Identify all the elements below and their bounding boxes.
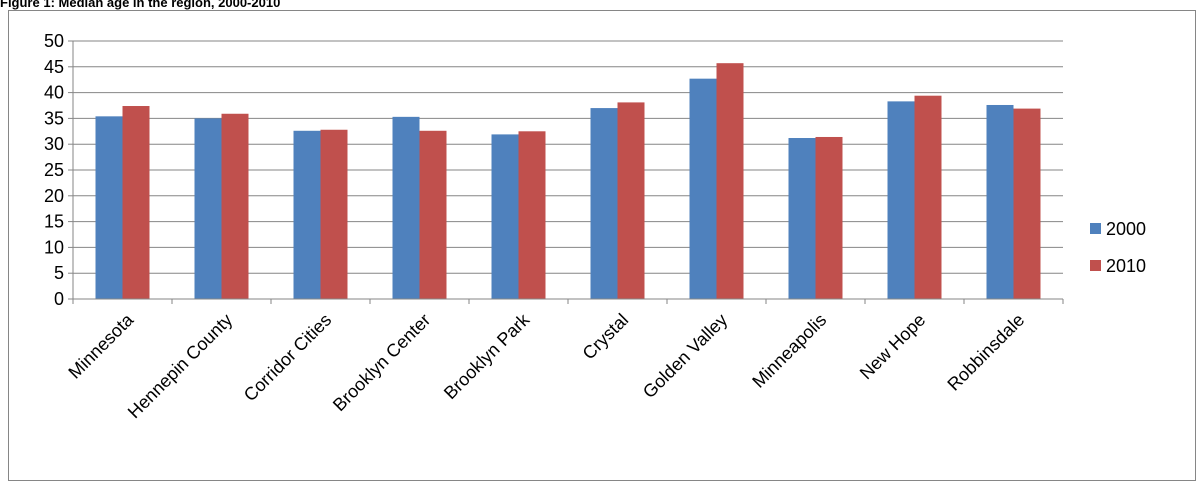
chart-frame: 0 5 10 15 20 25 30 35 40 45 50 Minnesota Hennepin Co…	[8, 10, 1196, 481]
x-category-label: Minnesota	[64, 309, 138, 383]
axes	[68, 40, 1064, 304]
bar-2010-brooklyn-center	[419, 130, 447, 299]
bar-2010-golden-valley	[716, 63, 744, 299]
x-category-label: Minneapolis	[748, 310, 830, 392]
bar-2010-new-hope	[914, 95, 942, 299]
bar-2010-minnesota	[122, 106, 150, 300]
y-tick-label: 15	[44, 212, 64, 232]
bars	[95, 63, 1041, 300]
y-tick-label: 5	[54, 263, 64, 283]
legend-swatch-2000	[1090, 223, 1101, 234]
bar-2010-crystal	[617, 102, 645, 300]
x-category-label: Hennepin County	[124, 310, 237, 423]
bar-2010-hennepin-county	[221, 113, 249, 299]
bar-2000-minnesota	[95, 116, 123, 299]
y-tick-label: 40	[44, 83, 64, 103]
x-category-label: Crystal	[579, 310, 633, 364]
y-tick-label: 20	[44, 186, 64, 206]
bar-2000-minneapolis	[788, 138, 816, 299]
bar-2010-corridor-cities	[320, 129, 348, 299]
y-tick-label: 50	[44, 31, 64, 51]
y-tick-label: 35	[44, 108, 64, 128]
bar-2000-hennepin-county	[194, 118, 222, 300]
x-category-label: Brooklyn Park	[440, 309, 534, 403]
bar-2000-brooklyn-center	[392, 116, 420, 300]
bar-2010-robbinsdale	[1013, 108, 1041, 299]
x-category-label: Robbinsdale	[943, 310, 1028, 395]
x-category-label: Golden Valley	[639, 310, 731, 402]
x-category-label: Corridor Cities	[240, 310, 335, 405]
legend-swatch-2010	[1090, 260, 1101, 271]
legend-label-2000: 2000	[1106, 219, 1146, 239]
bar-2000-golden-valley	[689, 78, 717, 299]
bar-2000-brooklyn-park	[491, 134, 519, 299]
x-category-label: New Hope	[856, 310, 930, 384]
y-tick-label: 0	[54, 289, 64, 309]
legend-label-2010: 2010	[1106, 256, 1146, 276]
bar-2000-robbinsdale	[986, 104, 1014, 299]
y-tick-label: 45	[44, 57, 64, 77]
y-tick-label: 25	[44, 160, 64, 180]
bar-2000-corridor-cities	[293, 130, 321, 299]
x-category-label: Brooklyn Center	[329, 310, 434, 415]
figure-title: Figure 1: Median age in the region, 2000…	[0, 0, 281, 10]
bar-2010-minneapolis	[815, 136, 843, 299]
bar-2000-new-hope	[887, 101, 915, 299]
y-tick-label: 10	[44, 237, 64, 257]
bar-2000-crystal	[590, 108, 618, 299]
legend: 2000 2010	[1090, 219, 1146, 276]
y-tick-label: 30	[44, 134, 64, 154]
bar-2010-brooklyn-park	[518, 131, 546, 299]
